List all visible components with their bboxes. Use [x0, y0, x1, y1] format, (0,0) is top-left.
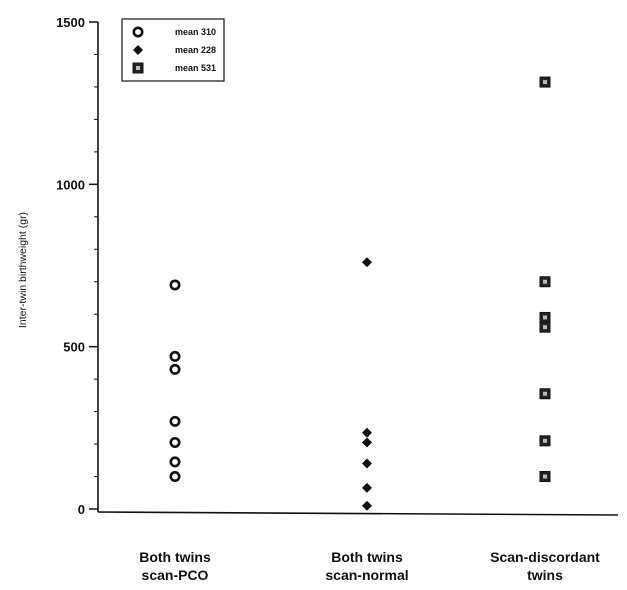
circle-data-point: [169, 456, 181, 468]
diamond-data-point: [362, 482, 372, 493]
square-data-point: [539, 276, 551, 288]
category-label: Scan-discordant: [490, 549, 600, 565]
diamond-data-point: [362, 257, 372, 268]
category-label: scan-normal: [325, 567, 408, 583]
circle-data-point: [169, 279, 181, 291]
category-label: scan-PCO: [142, 567, 209, 583]
y-ticks: 0 500 1000 1500: [56, 15, 98, 517]
y-tick-label: 1500: [56, 15, 85, 30]
axes: [97, 22, 619, 516]
circle-data-point: [169, 363, 181, 375]
diamond-data-point: [362, 437, 372, 448]
y-axis-title: Inter-twin birthweight (gr): [17, 212, 29, 328]
category-label: Both twins: [331, 549, 403, 565]
legend-entry: mean 310: [175, 27, 216, 37]
square-data-point: [539, 471, 551, 483]
diamond-data-point: [362, 500, 372, 511]
category-label: twins: [527, 567, 563, 583]
square-data-point: [539, 321, 551, 333]
legend-entry: mean 228: [175, 45, 216, 55]
legend-square-icon: [132, 62, 144, 74]
data-points: [169, 76, 551, 511]
diamond-data-point: [362, 427, 372, 438]
legend-circle-icon: [132, 26, 144, 38]
category-labels: Both twins scan-PCO Both twins scan-normal S…: [139, 549, 600, 583]
y-tick-label: 1000: [56, 177, 85, 192]
circle-data-point: [169, 350, 181, 362]
legend-entry: mean 531: [175, 63, 216, 73]
square-data-point: [539, 435, 551, 447]
circle-data-point: [169, 436, 181, 448]
legend: mean 310 mean 228 mean 531: [121, 18, 225, 82]
diamond-data-point: [362, 458, 372, 469]
y-tick-label: 0: [78, 502, 85, 517]
circle-data-point: [169, 471, 181, 483]
category-label: Both twins: [139, 549, 211, 565]
circle-data-point: [169, 415, 181, 427]
square-data-point: [539, 76, 551, 88]
x-axis-line: [97, 511, 619, 516]
square-data-point: [539, 311, 551, 323]
square-data-point: [539, 388, 551, 400]
legend-diamond-icon: [133, 45, 143, 55]
y-tick-label: 500: [63, 340, 85, 355]
